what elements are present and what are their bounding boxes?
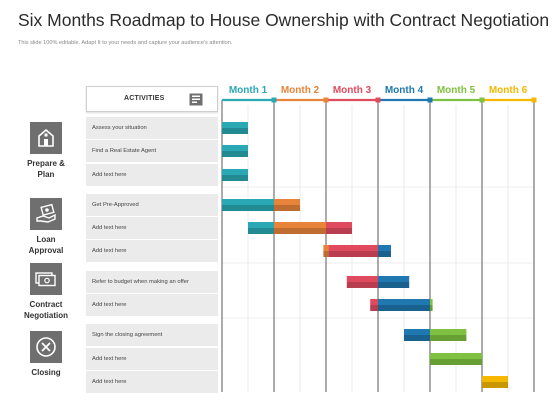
- gantt-bar: [222, 122, 248, 128]
- month-label: Month 5: [437, 85, 476, 96]
- gantt-bar: [370, 305, 378, 311]
- task-row: Assess your situation: [86, 117, 218, 139]
- month-label: Month 6: [489, 85, 528, 96]
- gantt-bar: [274, 222, 326, 228]
- gantt-bar: [430, 329, 467, 335]
- category-label-line: Closing: [31, 368, 61, 377]
- gantt-bar: [274, 228, 326, 234]
- category-label-line: Prepare &: [27, 159, 65, 168]
- document-icon: [189, 93, 203, 106]
- month-label: Month 3: [333, 85, 372, 96]
- task-row: Add text here: [86, 217, 218, 239]
- gantt-bar: [404, 329, 430, 335]
- category-contract-negotiation: Contract Negotiation: [18, 263, 74, 321]
- page-title: Six Months Roadmap to House Ownership wi…: [18, 10, 550, 30]
- gantt-bar: [430, 305, 433, 311]
- gantt-bar: [378, 245, 391, 251]
- category-label-line: Loan: [36, 235, 56, 244]
- category-label-line: Plan: [37, 170, 55, 179]
- task-row: Get Pre-Approved: [86, 194, 218, 216]
- task-row: Add text here: [86, 240, 218, 262]
- activities-label: ACTIVITIES: [124, 95, 165, 102]
- gantt-bar: [404, 335, 430, 341]
- gantt-bar: [346, 282, 378, 288]
- month-label: Month 1: [229, 85, 268, 96]
- gantt-bar: [430, 353, 482, 359]
- gantt-bar: [222, 205, 274, 211]
- month-label: Month 4: [385, 85, 424, 96]
- gantt-bar: [482, 376, 508, 382]
- gantt-bar: [326, 222, 352, 228]
- gantt-bar: [323, 245, 329, 251]
- gantt-bar: [274, 199, 300, 205]
- gantt-bar: [328, 251, 378, 257]
- gantt-bar: [222, 145, 248, 151]
- house-icon: [30, 122, 62, 154]
- month-marker: [375, 97, 381, 103]
- task-row: Find a Real Estate Agent: [86, 140, 218, 162]
- task-row: Add text here: [86, 164, 218, 186]
- gantt-bar: [222, 199, 274, 205]
- month-marker: [531, 97, 537, 103]
- gantt-bar: [222, 151, 248, 157]
- gantt-bar: [248, 228, 274, 234]
- gantt-bar: [370, 299, 378, 305]
- gantt-bar: [222, 128, 248, 134]
- month-label: Month 2: [281, 85, 320, 96]
- month-marker: [323, 97, 329, 103]
- task-row: Sign the closing agreement: [86, 324, 218, 346]
- category-label-line: Negotiation: [24, 311, 68, 320]
- activities-header: ACTIVITIES: [86, 86, 218, 112]
- month-marker: [271, 97, 277, 103]
- money-bill-icon: [30, 263, 62, 295]
- gantt-bar: [482, 382, 508, 388]
- hand-money-icon: [30, 198, 62, 230]
- close-circle-icon: [30, 331, 62, 363]
- category-closing: Closing: [18, 331, 74, 378]
- category-prepare-plan: Prepare & Plan: [18, 122, 74, 180]
- category-loan-approval: Loan Approval: [18, 198, 74, 256]
- category-label-line: Contract: [29, 300, 63, 309]
- task-row: Add text here: [86, 348, 218, 370]
- gantt-bar: [430, 299, 433, 305]
- gantt-bar: [274, 205, 300, 211]
- gantt-bar: [222, 169, 248, 175]
- task-row: Add text here: [86, 294, 218, 316]
- task-row: Add text here: [86, 371, 218, 393]
- gantt-bar: [378, 276, 410, 282]
- gantt-bar: [378, 299, 430, 305]
- month-marker: [427, 97, 433, 103]
- page-subtitle: This slide 100% editable. Adapt It to yo…: [18, 40, 233, 46]
- category-label-line: Approval: [28, 246, 64, 255]
- gantt-bar: [248, 222, 274, 228]
- gantt-bar: [430, 335, 467, 341]
- gantt-bar: [328, 245, 378, 251]
- gantt-bar: [378, 305, 430, 311]
- month-marker: [479, 97, 485, 103]
- task-row: Refer to budget when making an offer: [86, 271, 218, 293]
- gantt-bar: [378, 282, 410, 288]
- gantt-bar: [222, 175, 248, 181]
- gantt-bar: [346, 276, 378, 282]
- gantt-bar: [430, 359, 482, 365]
- gantt-bar: [326, 228, 352, 234]
- gantt-bar: [378, 251, 391, 257]
- gantt-bar: [323, 251, 329, 257]
